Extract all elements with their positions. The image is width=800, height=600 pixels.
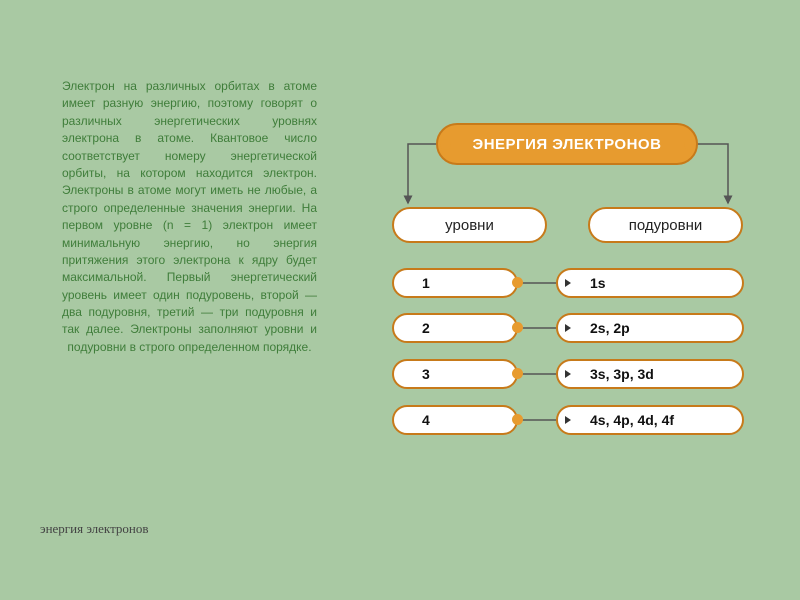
level-pill: 4: [392, 405, 518, 435]
sublevel-pill: 3s, 3p, 3d: [556, 359, 744, 389]
level-value: 3: [422, 366, 430, 382]
connector-dot: [512, 322, 523, 333]
sublevel-pill: 4s, 4p, 4d, 4f: [556, 405, 744, 435]
connector-dot: [512, 277, 523, 288]
body-paragraph: Электрон на различных орбитах в атоме им…: [62, 78, 317, 356]
level-value: 1: [422, 275, 430, 291]
subhead-right-text: подуровни: [629, 217, 703, 234]
energy-diagram: ЭНЕРГИЯ ЭЛЕКТРОНОВ уровни подуровни 1 1s…: [378, 123, 758, 463]
arrow-icon: [565, 416, 571, 424]
connector-dot: [684, 139, 695, 150]
connector-dot: [440, 139, 451, 150]
level-pill: 3: [392, 359, 518, 389]
subhead-right: подуровни: [588, 207, 743, 243]
sublevel-pill: 2s, 2p: [556, 313, 744, 343]
subhead-left-text: уровни: [445, 217, 494, 234]
connector-dot: [512, 414, 523, 425]
arrow-icon: [565, 324, 571, 332]
sublevel-value: 2s, 2p: [590, 320, 630, 336]
figure-caption: энергия электронов: [40, 521, 149, 537]
sublevel-pill: 1s: [556, 268, 744, 298]
connector-dot: [512, 368, 523, 379]
level-pill: 1: [392, 268, 518, 298]
arrow-icon: [565, 279, 571, 287]
sublevel-value: 4s, 4p, 4d, 4f: [590, 412, 674, 428]
arrow-icon: [565, 370, 571, 378]
diagram-title-text: ЭНЕРГИЯ ЭЛЕКТРОНОВ: [473, 136, 662, 153]
level-pill: 2: [392, 313, 518, 343]
diagram-title: ЭНЕРГИЯ ЭЛЕКТРОНОВ: [436, 123, 698, 165]
subhead-left: уровни: [392, 207, 547, 243]
level-value: 4: [422, 412, 430, 428]
sublevel-value: 3s, 3p, 3d: [590, 366, 654, 382]
level-value: 2: [422, 320, 430, 336]
sublevel-value: 1s: [590, 275, 606, 291]
